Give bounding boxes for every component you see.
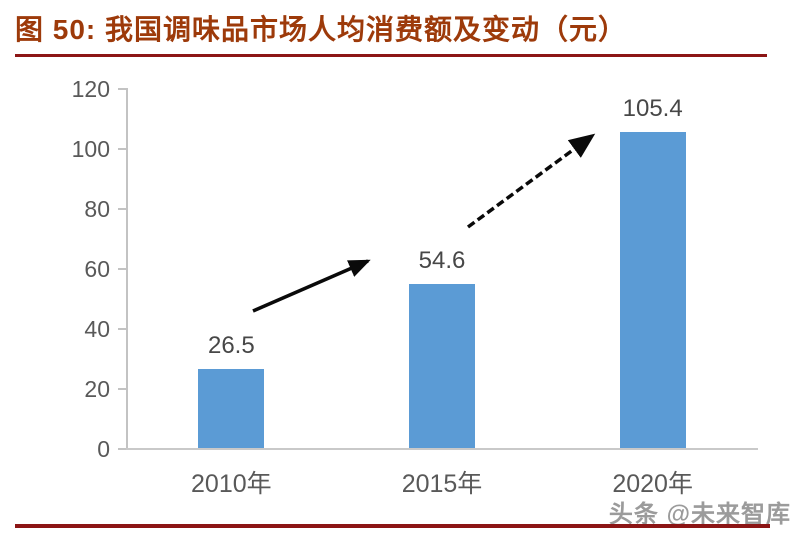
- x-axis-line: [126, 448, 758, 450]
- bar-value-label: 54.6: [418, 247, 466, 275]
- y-axis-tick-label: 0: [97, 436, 110, 462]
- x-axis-category-label: 2015年: [401, 470, 483, 498]
- bar-value-label: 105.4: [622, 94, 683, 122]
- x-axis-category-label: 2020年: [612, 470, 693, 498]
- y-axis-tick-label: 40: [84, 316, 110, 342]
- bar-value-label: 26.5: [207, 331, 255, 359]
- x-axis-category-label: 2010年: [191, 470, 272, 498]
- growth-arrow-dashed: [466, 133, 596, 229]
- y-axis-tick-label: 20: [84, 376, 110, 402]
- y-axis-tick-mark: [118, 208, 126, 210]
- watermark: 头条 @未来智库: [608, 501, 791, 528]
- growth-arrow-solid: [252, 259, 371, 313]
- y-axis-tick-label: 80: [84, 196, 110, 222]
- y-axis-tick-mark: [118, 388, 126, 390]
- y-axis-tick-mark: [118, 268, 126, 270]
- y-axis-tick-label: 100: [71, 136, 110, 162]
- y-axis-tick-label: 60: [84, 256, 110, 282]
- y-axis-tick-mark: [118, 328, 126, 330]
- y-axis-tick-mark: [118, 148, 126, 150]
- figure-header: 图 50: 我国调味品市场人均消费额及变动（元）: [15, 8, 767, 57]
- y-axis-line: [126, 88, 128, 450]
- y-axis-tick-mark: [118, 88, 126, 90]
- bar-2010年: [198, 368, 265, 448]
- figure-title: 图 50: 我国调味品市场人均消费额及变动（元）: [15, 14, 628, 45]
- bar-2015年: [409, 284, 475, 448]
- bar-2020年: [619, 131, 686, 448]
- y-axis-tick-mark: [118, 448, 126, 450]
- bottom-divider: [15, 524, 770, 528]
- y-axis-tick-label: 120: [71, 76, 110, 102]
